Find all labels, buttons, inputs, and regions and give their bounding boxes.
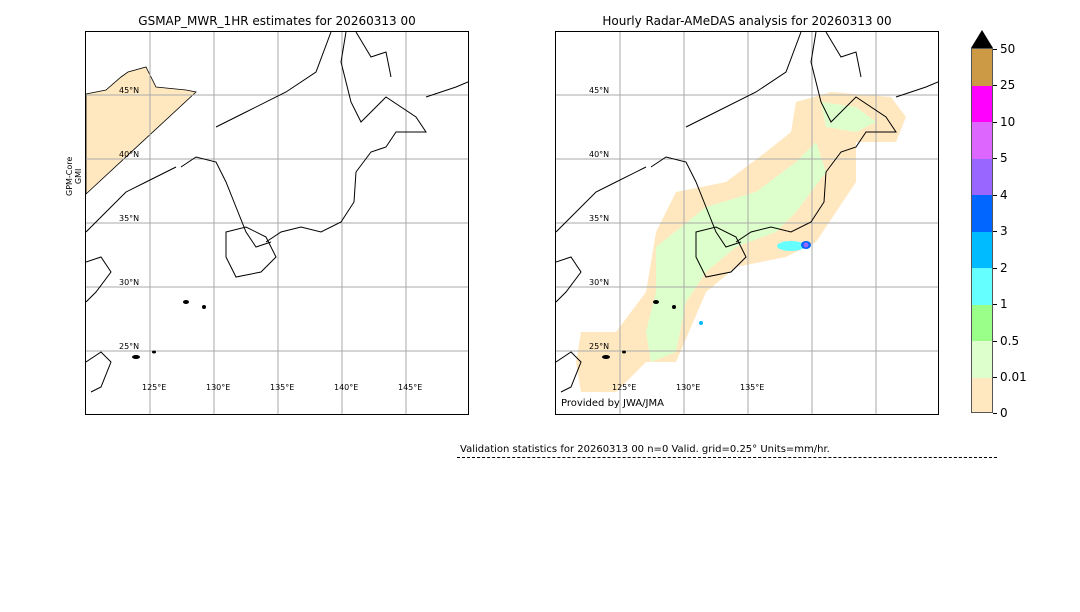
sensor-label-line2: GMI — [74, 168, 83, 185]
colorbar-tick: 10 — [993, 116, 1015, 128]
svg-text:125°E: 125°E — [142, 383, 166, 392]
svg-text:135°E: 135°E — [740, 383, 764, 392]
colorbar-segment-5-10 — [972, 122, 992, 159]
satellite-swath — [86, 66, 197, 195]
svg-text:35°N: 35°N — [119, 214, 139, 223]
colorbar-tick: 0 — [993, 407, 1008, 419]
svg-text:135°E: 135°E — [270, 383, 294, 392]
svg-text:45°N: 45°N — [589, 86, 609, 95]
colorbar-segment-0.01-0.5 — [972, 341, 992, 378]
lat-labels: 45°N 40°N 35°N 30°N 25°N — [119, 86, 139, 351]
validation-statistics: Validation statistics for 20260313 00 n=… — [460, 444, 830, 455]
moderate-rain-cell — [777, 241, 805, 251]
colorbar-segment-4-5 — [972, 158, 992, 195]
colorbar-tick: 50 — [993, 43, 1015, 55]
svg-text:125°E: 125°E — [612, 383, 636, 392]
colorbar-extend-arrow — [971, 30, 993, 48]
light-rain-area-north — [821, 102, 876, 132]
light-rain-area — [646, 142, 826, 362]
colorbar-tick: 1 — [993, 298, 1008, 310]
lon-labels: 125°E 130°E 135°E 140°E 145°E — [142, 383, 422, 392]
right-map-panel: 45°N 40°N 35°N 30°N 25°N 125°E 130°E 135… — [555, 31, 939, 415]
colorbar-tick: 0.01 — [993, 371, 1027, 383]
right-panel-title: Hourly Radar-AMeDAS analysis for 2026031… — [602, 14, 892, 28]
data-credit: Provided by JWA/JMA — [561, 398, 664, 409]
graticule — [556, 32, 938, 414]
sensor-label: GPM-Core GMI — [65, 157, 83, 196]
islands — [602, 300, 676, 359]
left-map-panel: 45°N 40°N 35°N 30°N 25°N 125°E 130°E 135… — [85, 31, 469, 415]
svg-text:140°E: 140°E — [334, 383, 358, 392]
svg-text:40°N: 40°N — [119, 150, 139, 159]
svg-text:25°N: 25°N — [119, 342, 139, 351]
svg-text:45°N: 45°N — [119, 86, 139, 95]
colorbar-segment-1-2 — [972, 268, 992, 305]
svg-text:35°N: 35°N — [589, 214, 609, 223]
sensor-label-line1: GPM-Core — [65, 156, 74, 196]
colorbar-segment-2-3 — [972, 231, 992, 268]
svg-text:30°N: 30°N — [589, 278, 609, 287]
colorbar-segment-0-0.01 — [972, 377, 992, 412]
colorbar-tick: 3 — [993, 225, 1008, 237]
svg-text:145°E: 145°E — [398, 383, 422, 392]
colorbar-tick: 4 — [993, 189, 1008, 201]
colorbar-segment-25-50 — [972, 49, 992, 86]
islands — [132, 300, 206, 359]
svg-text:30°N: 30°N — [119, 278, 139, 287]
coastlines — [86, 32, 468, 393]
left-panel-title: GSMAP_MWR_1HR estimates for 20260313 00 — [138, 14, 416, 28]
colorbar-tick: 25 — [993, 79, 1015, 91]
colorbar-tick: 0.5 — [993, 335, 1019, 347]
left-map: 45°N 40°N 35°N 30°N 25°N 125°E 130°E 135… — [86, 32, 468, 414]
validation-divider — [457, 457, 997, 458]
colorbar-tick: 2 — [993, 262, 1008, 274]
colorbar-tick: 5 — [993, 152, 1008, 164]
colorbar-segment-10-25 — [972, 85, 992, 122]
colorbar — [971, 48, 993, 413]
svg-text:130°E: 130°E — [676, 383, 700, 392]
colorbar-segment-0.5-1 — [972, 304, 992, 341]
coastlines — [556, 32, 938, 393]
colorbar-segment-3-4 — [972, 195, 992, 232]
svg-text:130°E: 130°E — [206, 383, 230, 392]
lat-labels: 45°N 40°N 35°N 30°N 25°N — [589, 86, 609, 351]
svg-text:25°N: 25°N — [589, 342, 609, 351]
svg-text:40°N: 40°N — [589, 150, 609, 159]
lon-labels: 125°E 130°E 135°E — [612, 383, 764, 392]
right-map: 45°N 40°N 35°N 30°N 25°N 125°E 130°E 135… — [556, 32, 938, 414]
